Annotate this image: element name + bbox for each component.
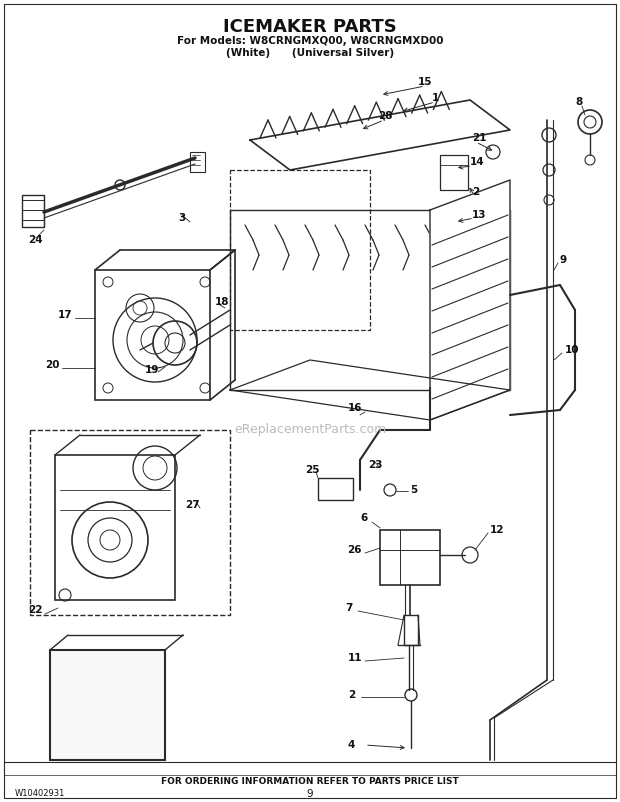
Bar [22,195,44,227]
Text: 21: 21 [472,133,487,143]
Bar [190,152,205,172]
Text: 23: 23 [368,460,383,470]
Text: 19: 19 [145,365,159,375]
Text: 25: 25 [305,465,319,475]
Bar [404,615,418,645]
Text: For Models: W8CRNGMXQ00, W8CRNGMXD00: For Models: W8CRNGMXQ00, W8CRNGMXD00 [177,36,443,46]
Bar [440,155,468,190]
Text: eReplacementParts.com: eReplacementParts.com [234,423,386,436]
Text: 9: 9 [307,789,313,799]
Bar [30,430,230,615]
Text: 9: 9 [560,255,567,265]
Bar [55,455,175,600]
Text: 13: 13 [472,210,487,220]
Bar [318,478,353,500]
Text: 28: 28 [378,111,392,121]
Text: 6: 6 [360,513,367,523]
Text: FOR ORDERING INFORMATION REFER TO PARTS PRICE LIST: FOR ORDERING INFORMATION REFER TO PARTS … [161,777,459,787]
Text: 2: 2 [472,187,479,197]
Text: 11: 11 [348,653,363,663]
Text: 8: 8 [575,97,582,107]
Text: 22: 22 [28,605,43,615]
Text: 1: 1 [432,93,439,103]
Text: 17: 17 [58,310,73,320]
Text: 5: 5 [410,485,417,495]
Polygon shape [430,180,510,420]
Text: 2: 2 [348,690,355,700]
Text: 10: 10 [565,345,580,355]
Text: 18: 18 [215,297,229,307]
Text: 20: 20 [45,360,60,370]
Text: (White)      (Universal Silver): (White) (Universal Silver) [226,48,394,58]
Text: 24: 24 [28,235,43,245]
Bar [95,270,210,400]
Bar [380,530,440,585]
Text: 12: 12 [490,525,505,535]
Text: 16: 16 [348,403,363,413]
Text: 15: 15 [418,77,433,87]
Text: 4: 4 [348,740,355,750]
Text: 7: 7 [345,603,352,613]
Bar [50,650,165,760]
Text: 14: 14 [470,157,485,167]
Text: 26: 26 [347,545,361,555]
Text: ICEMAKER PARTS: ICEMAKER PARTS [223,18,397,36]
Text: 3: 3 [178,213,185,223]
Text: W10402931: W10402931 [15,789,65,799]
Text: 27: 27 [185,500,200,510]
Bar [230,210,510,390]
